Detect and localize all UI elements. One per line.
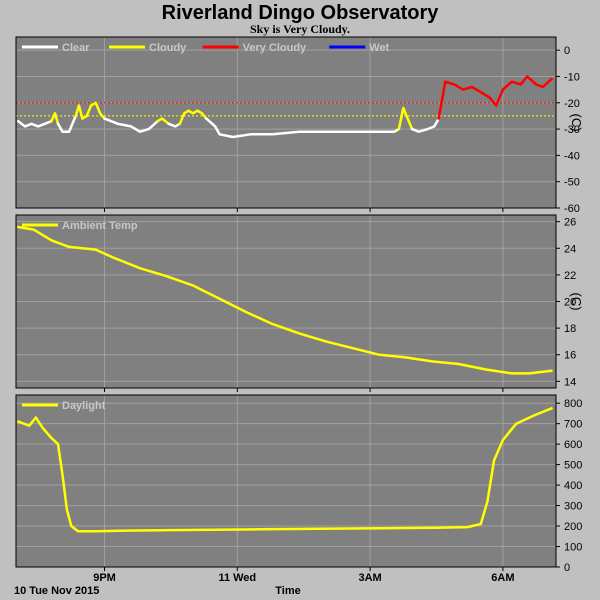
chart-title: Riverland Dingo Observatory	[162, 2, 440, 24]
y-tick-label: 22	[564, 270, 576, 282]
y-tick-label: 600	[564, 439, 582, 451]
y-tick-label: 500	[564, 460, 582, 472]
series-line-sky	[178, 109, 208, 126]
unit-label: (C)	[569, 292, 584, 310]
series-line-ambient	[16, 225, 553, 375]
legend-label: Cloudy	[149, 42, 187, 54]
plot-border	[15, 214, 557, 389]
series-line-daylight	[16, 407, 553, 533]
y-tick-label: -20	[564, 98, 580, 110]
panel-sky: 0 -10 -20 -30 -40 -50 -60 (C) Clear Cloudy Very Cl…	[15, 36, 584, 215]
x-axis-label: Time	[275, 585, 300, 597]
y-tick-label: 200	[564, 521, 582, 533]
y-tick-label: 24	[564, 243, 576, 255]
y-tick-label: 0	[564, 45, 570, 57]
unit-label: (C)	[569, 113, 584, 131]
y-tick-label: 14	[564, 376, 576, 388]
x-tick-label: 11 Wed	[218, 572, 256, 584]
series-line-sky	[410, 117, 440, 133]
y-tick-label: -30	[564, 124, 580, 136]
legend-label: Very Cloudy	[243, 42, 307, 54]
plot-area	[16, 395, 556, 567]
series-line-sky	[50, 112, 60, 126]
y-tick-label: 26	[564, 217, 576, 229]
panel-daylight: 800 700 600 500 400 300 200 100 0 9PM 11 Wed 3AM 6AM…	[15, 394, 582, 584]
y-tick-label: 16	[564, 350, 576, 362]
y-tick-label: -60	[564, 203, 580, 215]
series-line-sky	[103, 117, 159, 133]
series-line-sky	[56, 114, 78, 133]
series-line-sky	[74, 101, 106, 120]
x-tick-label: 6AM	[491, 572, 514, 584]
plot-area	[16, 37, 556, 208]
chart-panels: 0 -10 -20 -30 -40 -50 -60 (C) Clear Cloudy Very Cl…	[15, 36, 584, 584]
y-tick-label: 700	[564, 419, 582, 431]
y-tick-label: -40	[564, 150, 580, 162]
y-tick-label: -10	[564, 71, 580, 83]
y-tick-label: 18	[564, 323, 576, 335]
x-tick-label: 3AM	[358, 572, 381, 584]
y-tick-label: 0	[564, 562, 570, 574]
y-tick-label: -50	[564, 177, 580, 189]
plot-border	[15, 394, 557, 568]
series-line-sky	[437, 75, 553, 120]
legend-label: Wet	[369, 42, 389, 54]
y-tick-label: 400	[564, 480, 582, 492]
date-label: 10 Tue Nov 2015	[14, 585, 99, 597]
y-tick-label: 300	[564, 501, 582, 513]
legend-label: Ambient Temp	[62, 220, 138, 232]
series-line-sky	[205, 117, 401, 139]
x-tick-label: 9PM	[93, 572, 116, 584]
legend-label: Clear	[62, 42, 90, 54]
series-line-sky	[397, 106, 414, 131]
y-tick-label: 20	[564, 297, 576, 309]
plot-border	[15, 36, 557, 209]
legend-label: Daylight	[62, 400, 106, 412]
series-line-sky	[16, 119, 53, 128]
series-line-sky	[167, 122, 182, 128]
panel-ambient: 26 24 22 20 18 16 14 (C) Ambient Temp	[15, 214, 584, 392]
chart-subtitle: Sky is Very Cloudy.	[250, 22, 350, 36]
y-tick-label: 100	[564, 542, 582, 554]
series-line-sky	[156, 117, 170, 126]
y-tick-label: 800	[564, 398, 582, 410]
